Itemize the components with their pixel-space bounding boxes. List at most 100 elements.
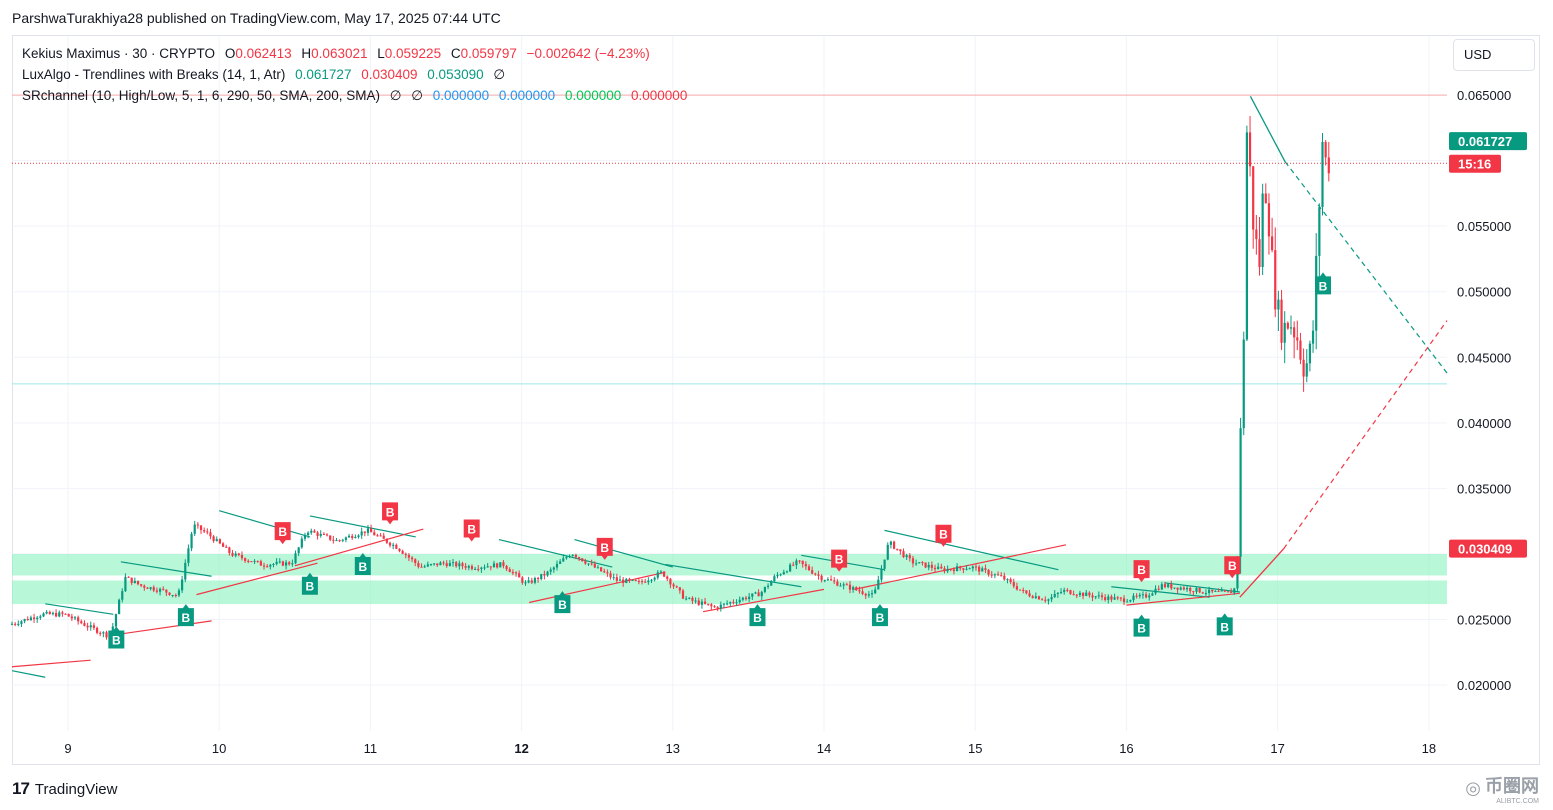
candle-body (807, 566, 811, 571)
candle-body (370, 528, 373, 533)
x-tick-label: 15 (968, 741, 982, 756)
candle-body (196, 524, 199, 526)
candle-body (464, 566, 467, 568)
candle-body (795, 560, 798, 566)
candle-body (26, 619, 29, 621)
candle-body (924, 562, 927, 568)
breakdown-signal-label: B (1224, 556, 1241, 579)
candle-body (1053, 593, 1056, 598)
candle-body (39, 616, 42, 618)
candle-body (146, 587, 149, 589)
price-axis: 0.065000 0.055000 0.050000 0.045000 0.040000… (1457, 88, 1511, 693)
candle-body (1211, 589, 1214, 592)
luxalgo-value-3: 0.053090 (427, 67, 484, 82)
y-tick-label: 0.020000 (1457, 678, 1511, 693)
candle-body (335, 540, 338, 542)
srchannel-legend[interactable]: SRchannel (10, High/Low, 5, 1, 6, 290, 5… (22, 88, 693, 104)
breakout-signal-label: B (354, 553, 371, 576)
candle-body (477, 568, 480, 570)
breakdown-signal-label: B (274, 522, 291, 545)
candle-body (511, 572, 514, 574)
candle-body (228, 547, 231, 553)
candle-body (880, 568, 883, 580)
candle-body (278, 561, 281, 563)
candle-body (162, 588, 165, 590)
trendline-resistance (120, 561, 212, 577)
signal-badge (463, 519, 480, 542)
signal-text: B (876, 611, 885, 625)
candle-body (269, 564, 272, 567)
y-tick-label: 0.035000 (1457, 481, 1511, 496)
candle-body (187, 548, 190, 563)
srchannel-value-3: 0.000000 (564, 88, 622, 103)
luxalgo-legend[interactable]: LuxAlgo - Trendlines with Breaks (14, 1,… (22, 67, 511, 83)
candle-body (300, 538, 303, 548)
candle-body (864, 593, 867, 596)
candle-body (1289, 327, 1293, 329)
candle-body (1144, 594, 1148, 598)
candle-body (971, 566, 974, 569)
candle-body (703, 601, 707, 604)
trendline-support (294, 528, 424, 567)
x-tick-label: 12 (514, 741, 528, 756)
candle-body (281, 561, 285, 566)
candle-body (1022, 589, 1025, 591)
candle-body (1311, 330, 1315, 344)
candle-body (1050, 597, 1053, 600)
candle-body (307, 532, 310, 536)
candle-body (1081, 592, 1085, 597)
symbol-legend[interactable]: Kekius Maximus · 30 · CRYPTO O0.062413 H… (22, 46, 656, 61)
candle-body (177, 590, 181, 596)
candle-body (64, 613, 67, 615)
srchannel-name[interactable]: SRchannel (10, High/Low, 5, 1, 6, 290, 5… (22, 88, 380, 103)
candle-body (681, 590, 685, 599)
currency-selector[interactable]: USD (1453, 39, 1535, 71)
candle-body (937, 566, 940, 570)
signal-badge (1133, 614, 1150, 637)
candle-body (581, 558, 584, 562)
candle-body (536, 577, 540, 580)
candle-body (423, 566, 426, 568)
luxalgo-name[interactable]: LuxAlgo - Trendlines with Breaks (14, 1,… (22, 67, 286, 82)
candle-body (1132, 595, 1135, 601)
candle-body (811, 570, 814, 574)
horizontal-levels (12, 94, 1447, 385)
tradingview-brand[interactable]: 17 TradingView (12, 779, 117, 799)
signal-badge (301, 572, 318, 595)
candle-body (1255, 229, 1258, 240)
candle-body (492, 563, 496, 568)
time-axis: 9 10 11 12 13 14 15 16 17 18 (64, 741, 1436, 756)
srchannel-value-1: 0.000000 (432, 88, 490, 103)
candle-body (247, 560, 250, 562)
breakdown-signal-label: B (596, 537, 613, 560)
candle-body (489, 566, 492, 568)
candle-body (439, 562, 442, 566)
candle-body (168, 592, 171, 595)
candle-body (1226, 591, 1230, 593)
candle-body (889, 541, 893, 545)
candle-body (23, 619, 26, 622)
candle-body (738, 599, 741, 603)
symbol-name[interactable]: Kekius Maximus · 30 · CRYPTO (22, 46, 216, 61)
candle-body (1182, 587, 1185, 590)
candle-body (757, 592, 760, 597)
candle-body (379, 535, 382, 537)
candle-body (625, 578, 628, 583)
candle-body (1198, 587, 1201, 593)
candle-body (1220, 590, 1223, 592)
candle-body (631, 579, 634, 581)
candle-body (845, 584, 848, 586)
y-tick-label: 0.025000 (1457, 613, 1511, 628)
candle-body (20, 621, 23, 624)
candle-body (29, 617, 33, 621)
candle-body (770, 581, 773, 586)
price-tag-text: 15:16 (1458, 157, 1491, 172)
candle-body (946, 568, 949, 572)
x-tick-label: 17 (1270, 741, 1284, 756)
ohlc-low: L0.059225 (377, 46, 442, 61)
candle-body (940, 566, 943, 569)
candle-body (310, 530, 313, 533)
candle-body (1116, 597, 1119, 599)
candle-body (637, 580, 640, 582)
